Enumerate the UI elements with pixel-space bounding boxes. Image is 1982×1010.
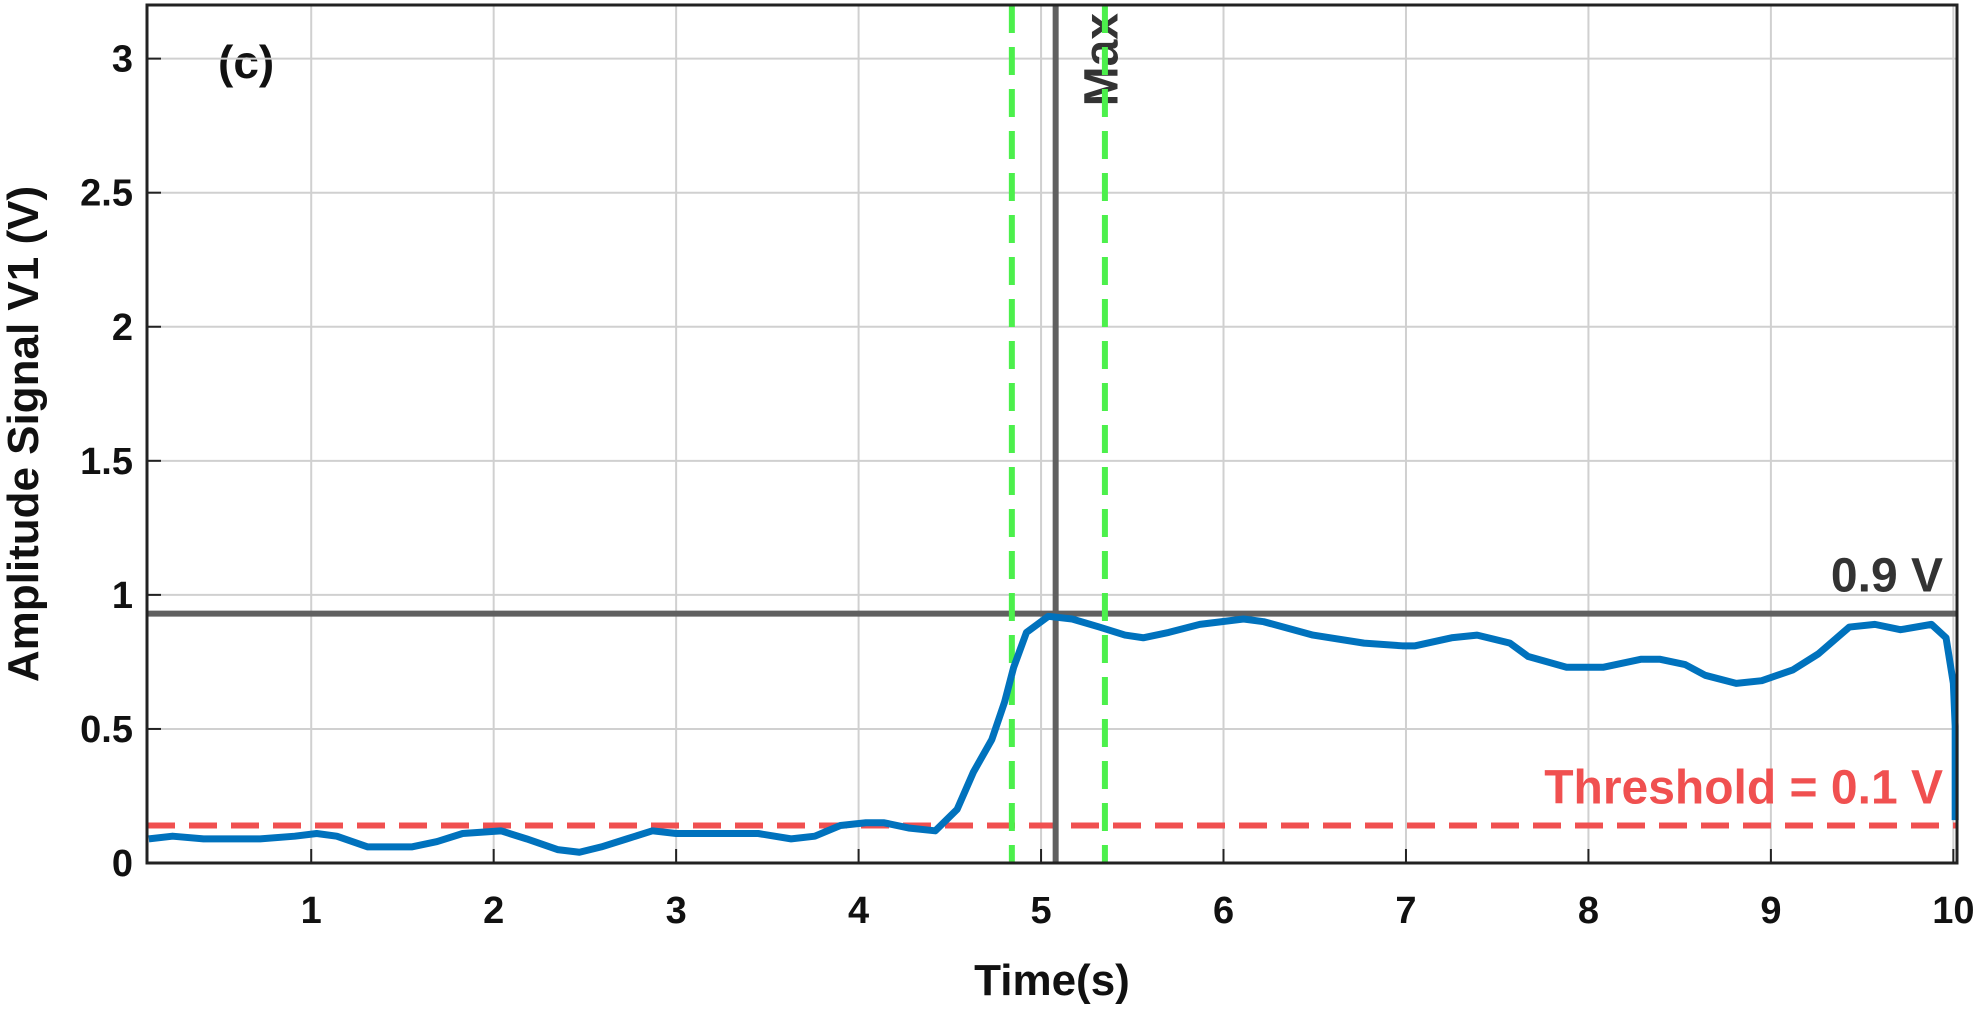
y-tick-label: 2.5 [80, 173, 133, 215]
reference-label: Threshold = 0.1 V [1544, 761, 1943, 814]
panel-label: (c) [218, 36, 274, 88]
x-tick-label: 2 [483, 890, 504, 932]
x-tick-label: 1 [301, 890, 322, 932]
x-tick-label: 10 [1932, 890, 1974, 932]
plot-border [145, 3, 1959, 865]
y-tick-label: 0.5 [80, 709, 133, 751]
reference-label: 0.9 V [1831, 550, 1943, 603]
x-tick-label: 9 [1760, 890, 1781, 932]
x-tick-label: 5 [1030, 890, 1051, 932]
y-tick-label: 3 [112, 39, 133, 81]
y-tick-label: 1 [112, 575, 133, 617]
x-tick-label: 6 [1213, 890, 1234, 932]
y-axis-label: Amplitude Signal V1 (V) [0, 186, 48, 682]
x-tick-label: 7 [1395, 890, 1416, 932]
x-tick-label: 3 [666, 890, 687, 932]
y-tick-label: 1.5 [80, 441, 133, 483]
y-tick-label: 0 [112, 843, 133, 885]
x-axis-label: Time(s) [974, 956, 1130, 1005]
y-tick-label: 2 [112, 307, 133, 349]
x-tick-label: 4 [848, 890, 869, 932]
data-line [148, 612, 1959, 856]
x-tick-label: 8 [1578, 890, 1599, 932]
